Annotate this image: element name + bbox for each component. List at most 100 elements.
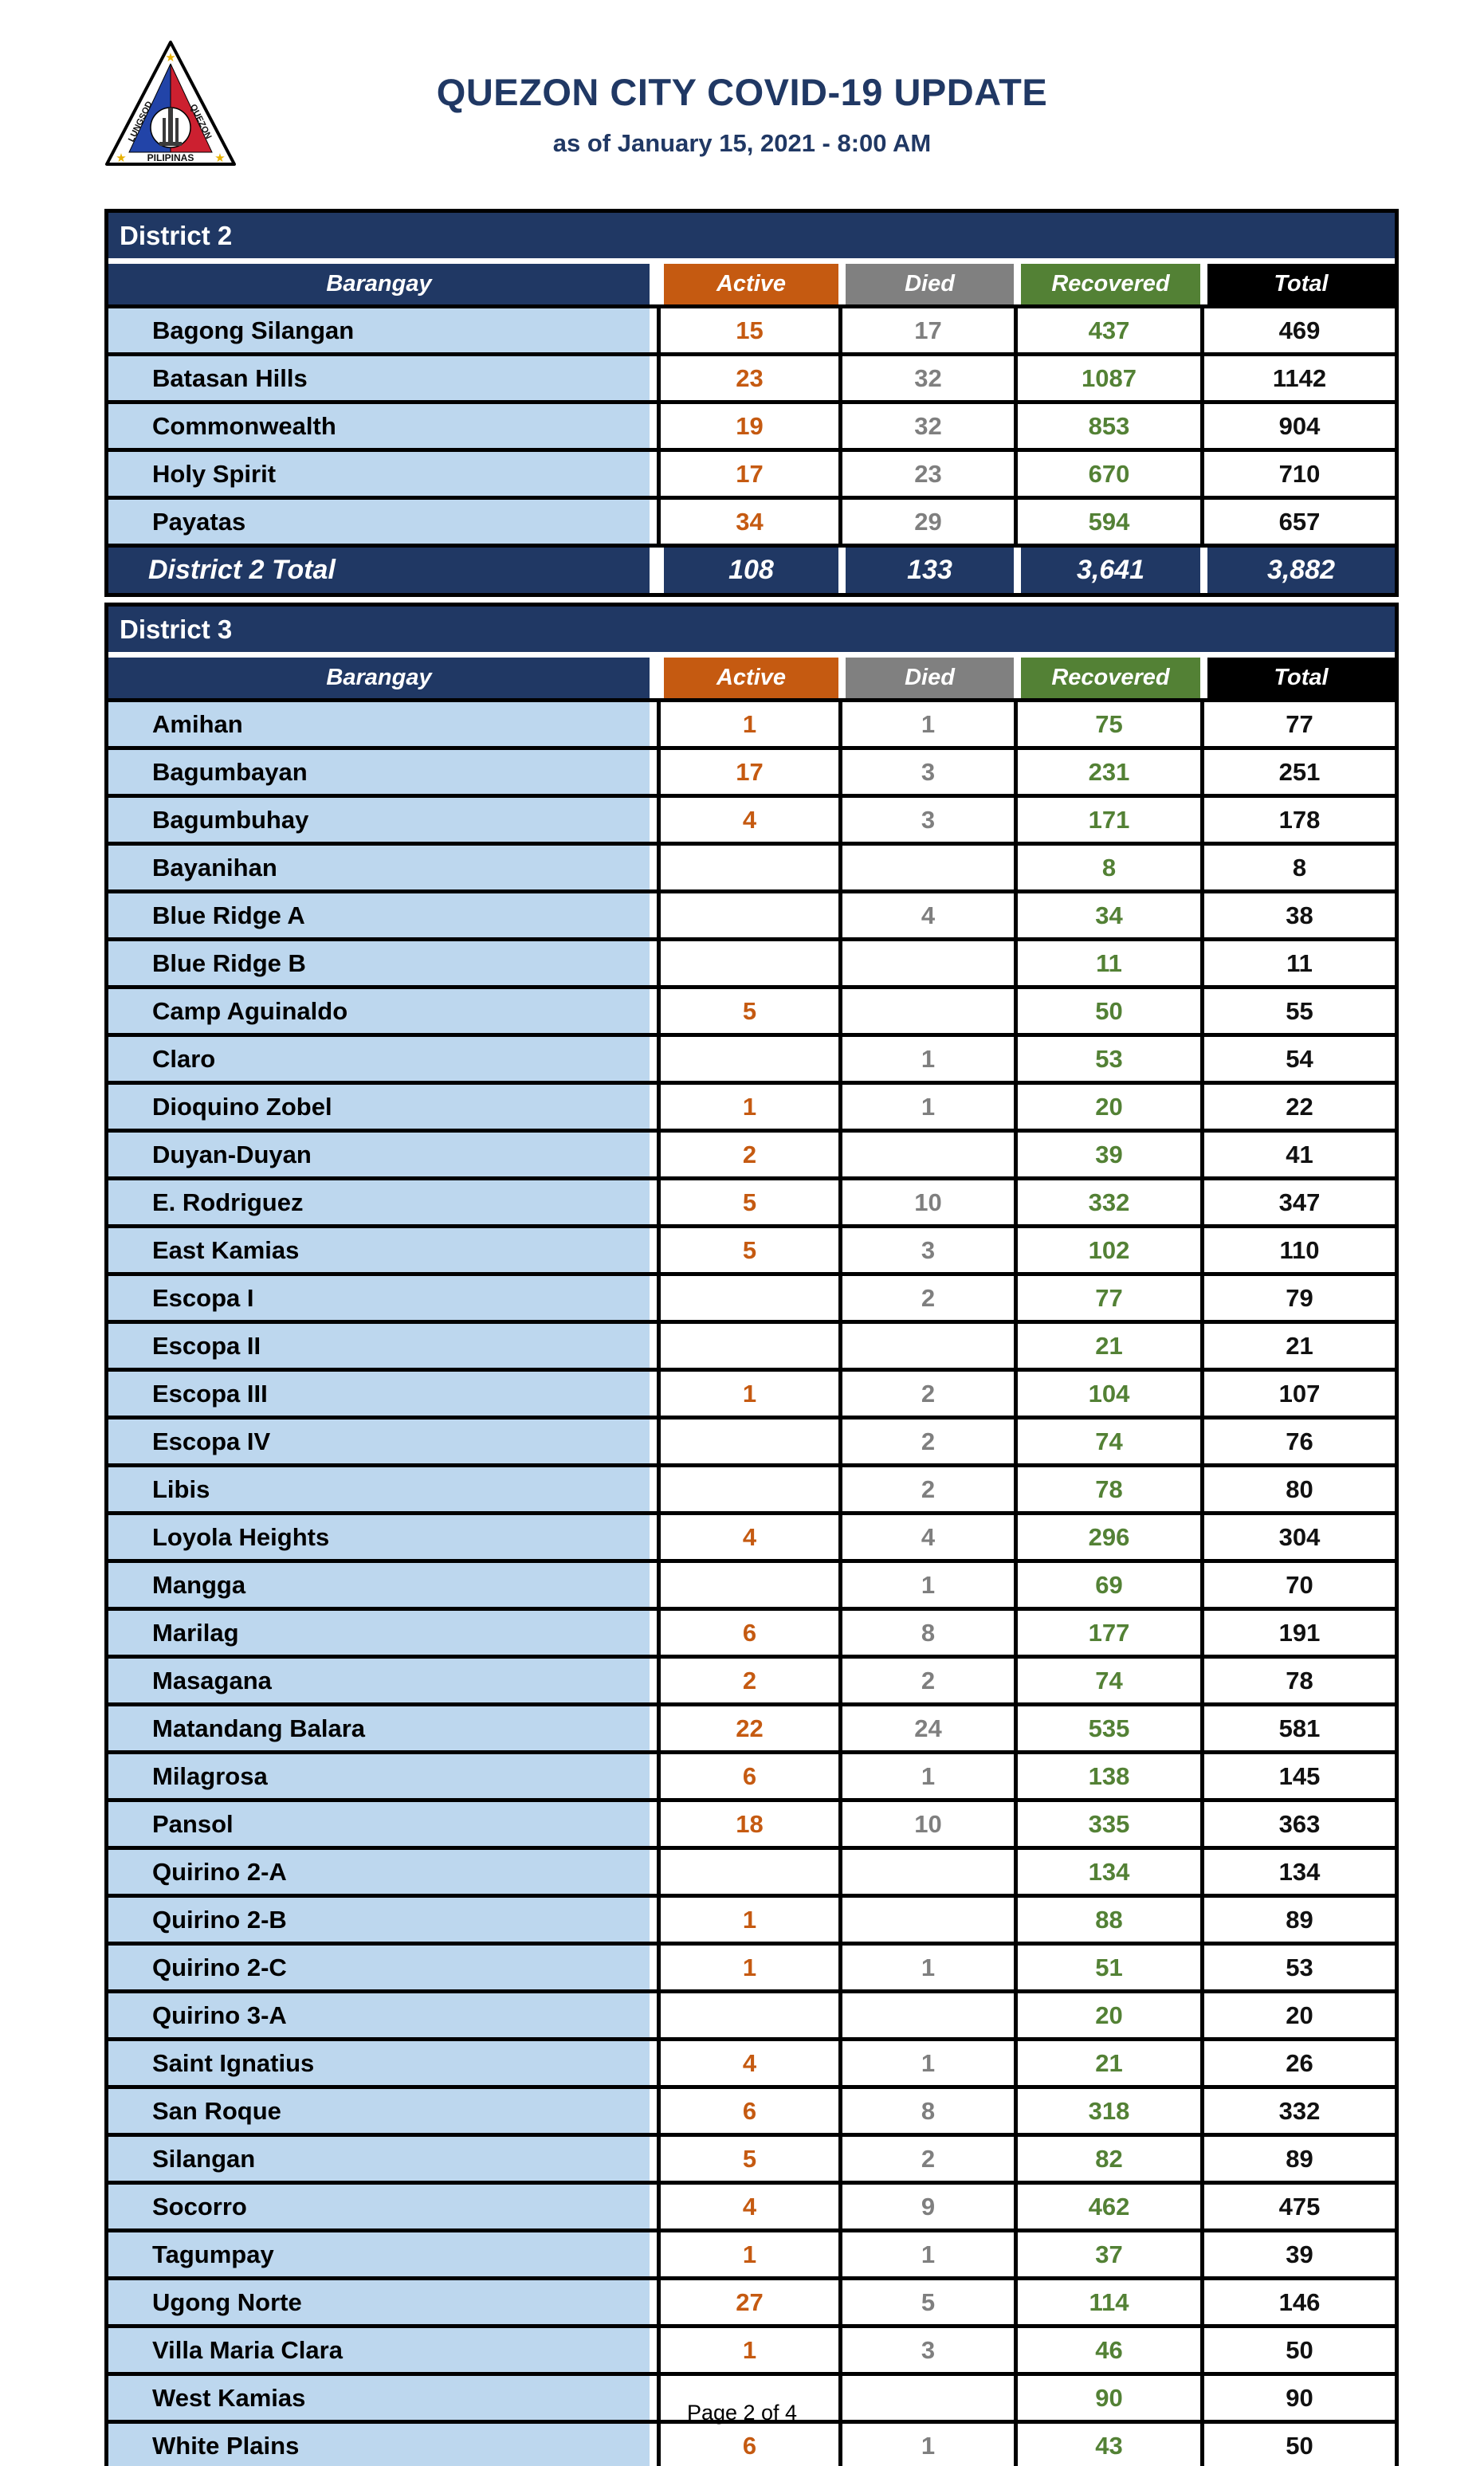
died-cell: 1 bbox=[838, 1946, 1014, 1989]
died-cell: 1 bbox=[838, 702, 1014, 746]
barangay-cell: Matandang Balara bbox=[108, 1706, 657, 1750]
district-total-recovered: 3,641 bbox=[1014, 548, 1200, 593]
total-cell: 38 bbox=[1200, 893, 1395, 937]
died-cell: 8 bbox=[838, 1611, 1014, 1655]
district-total-total: 3,882 bbox=[1200, 548, 1395, 593]
district-2-rows: Bagong Silangan 15 17 437 469 Batasan Hills 23… bbox=[108, 308, 1395, 548]
active-cell bbox=[657, 1420, 838, 1463]
died-cell: 2 bbox=[838, 1467, 1014, 1511]
column-header-total: Total bbox=[1200, 264, 1395, 304]
total-cell: 134 bbox=[1200, 1850, 1395, 1894]
barangay-cell: Tagumpay bbox=[108, 2232, 657, 2276]
recovered-cell: 75 bbox=[1014, 702, 1200, 746]
died-cell bbox=[838, 1993, 1014, 2037]
active-cell: 1 bbox=[657, 2232, 838, 2276]
recovered-cell: 437 bbox=[1014, 308, 1200, 352]
table-row: Bagumbayan 17 3 231 251 bbox=[108, 750, 1395, 798]
active-cell: 34 bbox=[657, 500, 838, 544]
barangay-cell: Milagrosa bbox=[108, 1754, 657, 1798]
column-header-total: Total bbox=[1200, 658, 1395, 698]
total-cell: 26 bbox=[1200, 2041, 1395, 2085]
barangay-cell: Bagumbayan bbox=[108, 750, 657, 794]
active-cell bbox=[657, 1850, 838, 1894]
table-row: Amihan 1 1 75 77 bbox=[108, 702, 1395, 750]
total-cell: 469 bbox=[1200, 308, 1395, 352]
active-cell bbox=[657, 1276, 838, 1320]
total-cell: 90 bbox=[1200, 2376, 1395, 2420]
died-cell: 1 bbox=[838, 2041, 1014, 2085]
table-row: East Kamias 5 3 102 110 bbox=[108, 1228, 1395, 1276]
total-cell: 70 bbox=[1200, 1563, 1395, 1607]
column-header-active: Active bbox=[657, 264, 838, 304]
active-cell: 22 bbox=[657, 1706, 838, 1750]
recovered-cell: 21 bbox=[1014, 2041, 1200, 2085]
total-cell: 78 bbox=[1200, 1659, 1395, 1702]
died-cell: 2 bbox=[838, 1276, 1014, 1320]
active-cell: 5 bbox=[657, 2137, 838, 2181]
page-number: Page 2 of 4 bbox=[686, 2401, 798, 2425]
died-cell: 1 bbox=[838, 2424, 1014, 2466]
barangay-cell: Saint Ignatius bbox=[108, 2041, 657, 2085]
star-icon: ★ bbox=[165, 51, 175, 65]
recovered-cell: 74 bbox=[1014, 1420, 1200, 1463]
recovered-cell: 37 bbox=[1014, 2232, 1200, 2276]
table-row: Commonwealth 19 32 853 904 bbox=[108, 404, 1395, 452]
died-cell: 10 bbox=[838, 1802, 1014, 1846]
table-row: Escopa III 1 2 104 107 bbox=[108, 1372, 1395, 1420]
active-cell: 1 bbox=[657, 2328, 838, 2372]
active-cell: 6 bbox=[657, 1611, 838, 1655]
active-cell: 19 bbox=[657, 404, 838, 448]
district-total-label: District 2 Total bbox=[108, 548, 657, 593]
died-cell: 32 bbox=[838, 404, 1014, 448]
died-cell: 24 bbox=[838, 1706, 1014, 1750]
active-cell bbox=[657, 941, 838, 985]
district-3-rows: Amihan 1 1 75 77 Bagumbayan 17 3 231 251 Bagumbuha… bbox=[108, 702, 1395, 2466]
died-cell: 1 bbox=[838, 1037, 1014, 1081]
total-cell: 904 bbox=[1200, 404, 1395, 448]
district-2-title: District 2 bbox=[108, 213, 1395, 264]
column-header-barangay: Barangay bbox=[108, 658, 657, 698]
barangay-cell: Camp Aguinaldo bbox=[108, 989, 657, 1033]
total-cell: 146 bbox=[1200, 2280, 1395, 2324]
died-cell: 23 bbox=[838, 452, 1014, 496]
column-header-died: Died bbox=[838, 658, 1014, 698]
barangay-cell: Escopa III bbox=[108, 1372, 657, 1416]
total-cell: 710 bbox=[1200, 452, 1395, 496]
barangay-cell: Quirino 2-C bbox=[108, 1946, 657, 1989]
table-row: Camp Aguinaldo 5 50 55 bbox=[108, 989, 1395, 1037]
recovered-cell: 21 bbox=[1014, 1324, 1200, 1368]
total-cell: 581 bbox=[1200, 1706, 1395, 1750]
active-cell: 27 bbox=[657, 2280, 838, 2324]
total-cell: 76 bbox=[1200, 1420, 1395, 1463]
died-cell: 4 bbox=[838, 893, 1014, 937]
recovered-cell: 102 bbox=[1014, 1228, 1200, 1272]
total-cell: 107 bbox=[1200, 1372, 1395, 1416]
barangay-cell: Commonwealth bbox=[108, 404, 657, 448]
table-row: Loyola Heights 4 4 296 304 bbox=[108, 1515, 1395, 1563]
active-cell: 5 bbox=[657, 1228, 838, 1272]
barangay-cell: Holy Spirit bbox=[108, 452, 657, 496]
recovered-cell: 670 bbox=[1014, 452, 1200, 496]
total-cell: 22 bbox=[1200, 1085, 1395, 1129]
active-cell: 4 bbox=[657, 1515, 838, 1559]
barangay-cell: Ugong Norte bbox=[108, 2280, 657, 2324]
barangay-cell: Payatas bbox=[108, 500, 657, 544]
table-row: Villa Maria Clara 1 3 46 50 bbox=[108, 2328, 1395, 2376]
table-row: Saint Ignatius 4 1 21 26 bbox=[108, 2041, 1395, 2089]
died-cell: 1 bbox=[838, 1754, 1014, 1798]
died-cell bbox=[838, 1324, 1014, 1368]
died-cell: 5 bbox=[838, 2280, 1014, 2324]
quezon-city-seal-logo: ★ ★ ★ LUNGSOD QUEZON PILIPINAS bbox=[105, 41, 236, 166]
star-icon: ★ bbox=[214, 151, 225, 165]
active-cell bbox=[657, 1037, 838, 1081]
recovered-cell: 114 bbox=[1014, 2280, 1200, 2324]
total-cell: 89 bbox=[1200, 1898, 1395, 1942]
active-cell: 17 bbox=[657, 750, 838, 794]
barangay-cell: Blue Ridge A bbox=[108, 893, 657, 937]
total-cell: 251 bbox=[1200, 750, 1395, 794]
recovered-cell: 853 bbox=[1014, 404, 1200, 448]
barangay-cell: Quirino 2-B bbox=[108, 1898, 657, 1942]
died-cell bbox=[838, 1133, 1014, 1176]
recovered-cell: 535 bbox=[1014, 1706, 1200, 1750]
barangay-cell: Marilag bbox=[108, 1611, 657, 1655]
